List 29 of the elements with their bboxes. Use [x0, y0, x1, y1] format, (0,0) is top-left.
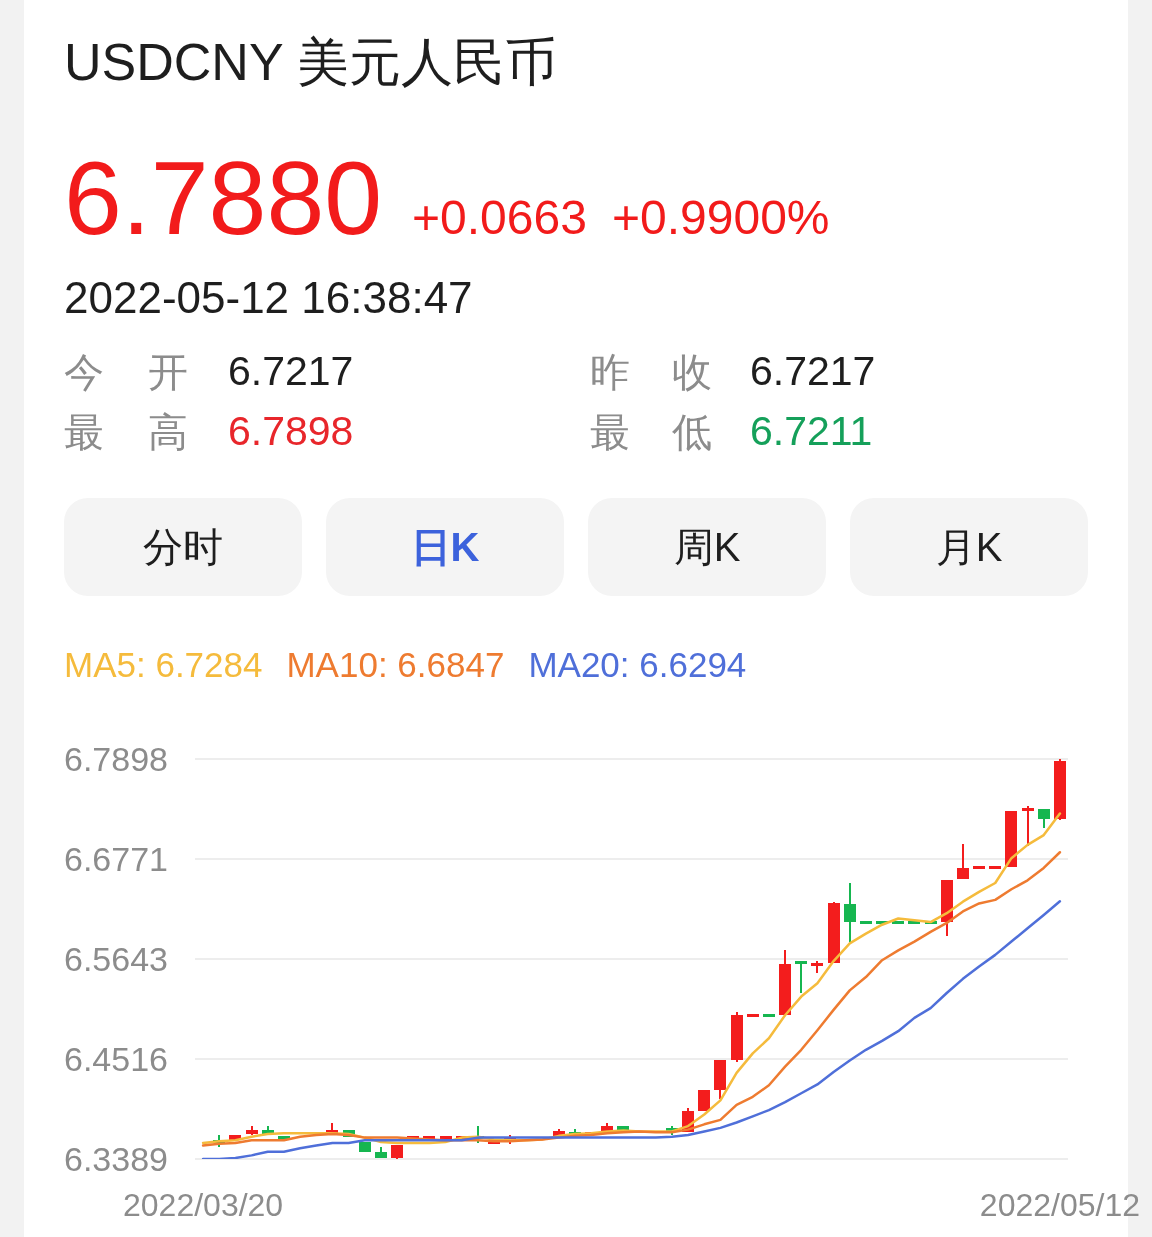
text: 6.7217 [228, 348, 354, 394]
text: MA10: 6.6847 [286, 644, 505, 686]
text: 2022-05-12 16:38:47 [64, 273, 473, 322]
text: 6.7217 [750, 348, 876, 394]
tab-button: 日K [326, 498, 564, 596]
text: 6.7211 [750, 408, 873, 454]
candlestick [795, 960, 807, 994]
text: MA5: 6.7284 [64, 644, 263, 686]
text: 今开 [64, 350, 188, 394]
tab-button: 周K [588, 498, 826, 596]
y-tick-label: 6.5643 [64, 940, 168, 979]
line-series [201, 900, 1062, 1159]
y-tick-label: 6.6771 [64, 839, 168, 878]
text: 最高 [64, 410, 188, 454]
text: MA20: 6.6294 [528, 644, 747, 686]
text: 6.7880 [64, 140, 383, 256]
text: 最低 [590, 410, 712, 454]
y-tick-label: 6.4516 [64, 1040, 168, 1079]
chart-title: USDCNY 美元人民币 [64, 33, 558, 91]
tab-button: 分时 [64, 498, 302, 596]
text: +0.0663 [412, 191, 587, 244]
text: 6.7898 [228, 408, 354, 454]
y-tick-label: 6.3389 [64, 1140, 168, 1178]
tab-button: 月K [850, 498, 1088, 596]
x-tick-label: 2022/05/12 [979, 1187, 1140, 1223]
text: +0.9900% [612, 191, 830, 244]
y-tick-label: 6.7898 [64, 740, 168, 778]
text: 昨收 [590, 350, 712, 394]
x-tick-label: 2022/03/20 [123, 1187, 284, 1223]
